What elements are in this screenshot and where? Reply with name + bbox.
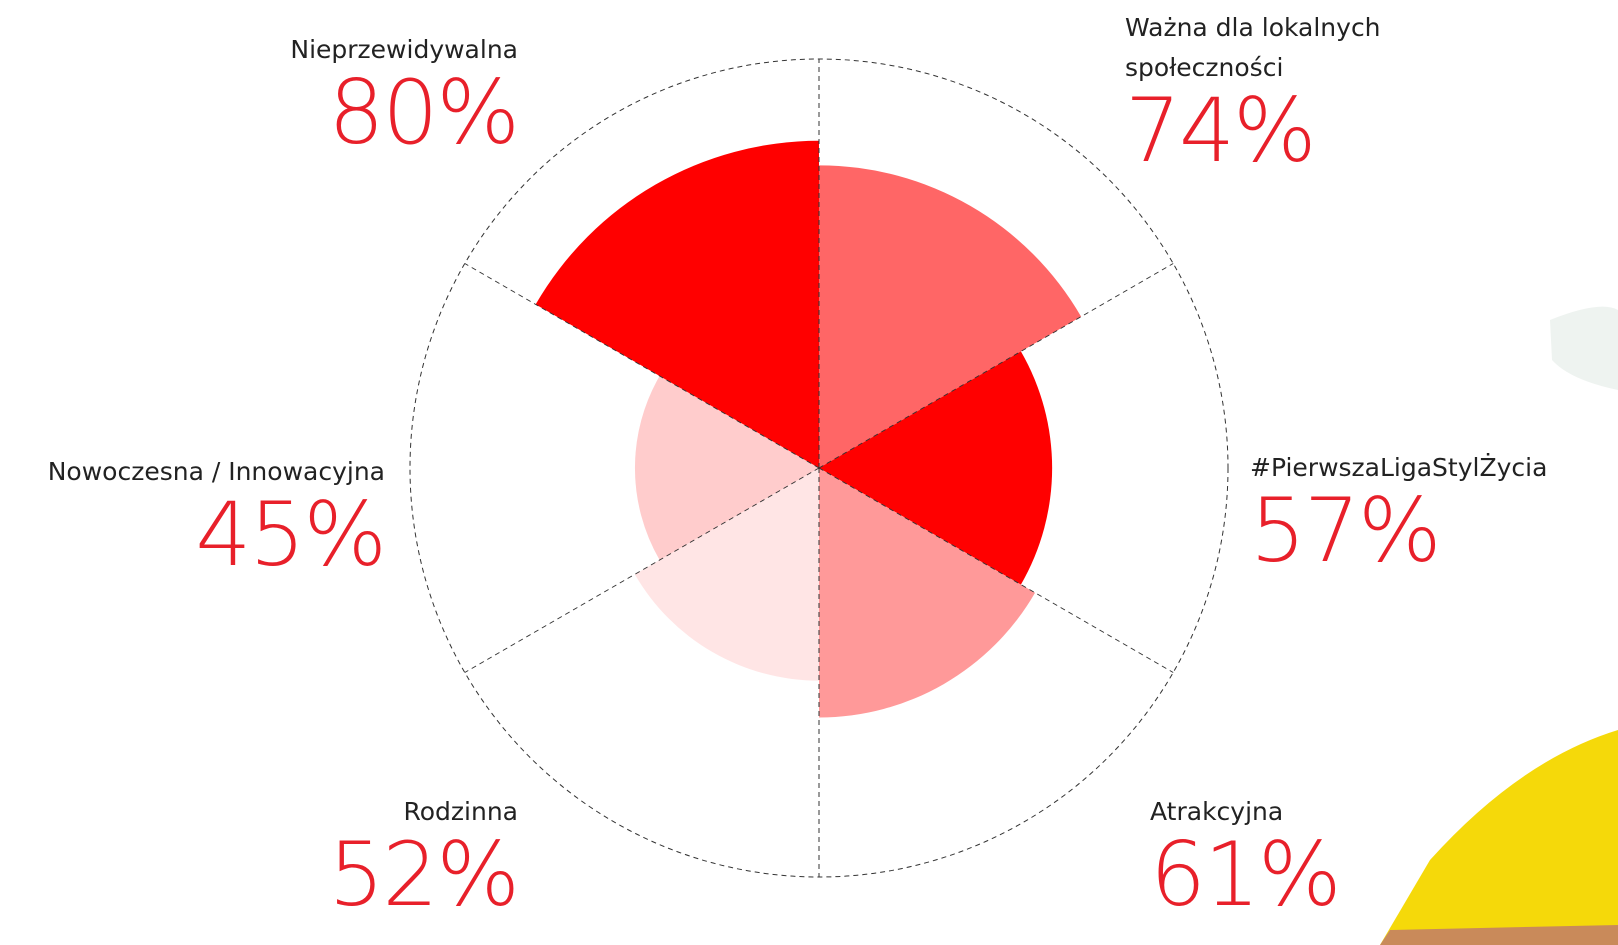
- category-name: Ważna dla lokalnych społeczności: [1125, 8, 1425, 88]
- value-label: 52%: [328, 832, 518, 918]
- value-label: 45%: [48, 492, 385, 578]
- value-label: 61%: [1150, 832, 1340, 918]
- page: Ważna dla lokalnych społeczności74% #Pier…: [0, 0, 1618, 945]
- decoration: [1380, 730, 1618, 945]
- value-label: 80%: [290, 70, 518, 156]
- value-label: 57%: [1250, 488, 1547, 574]
- decoration: [1550, 307, 1618, 390]
- value-label: 74%: [1125, 88, 1425, 174]
